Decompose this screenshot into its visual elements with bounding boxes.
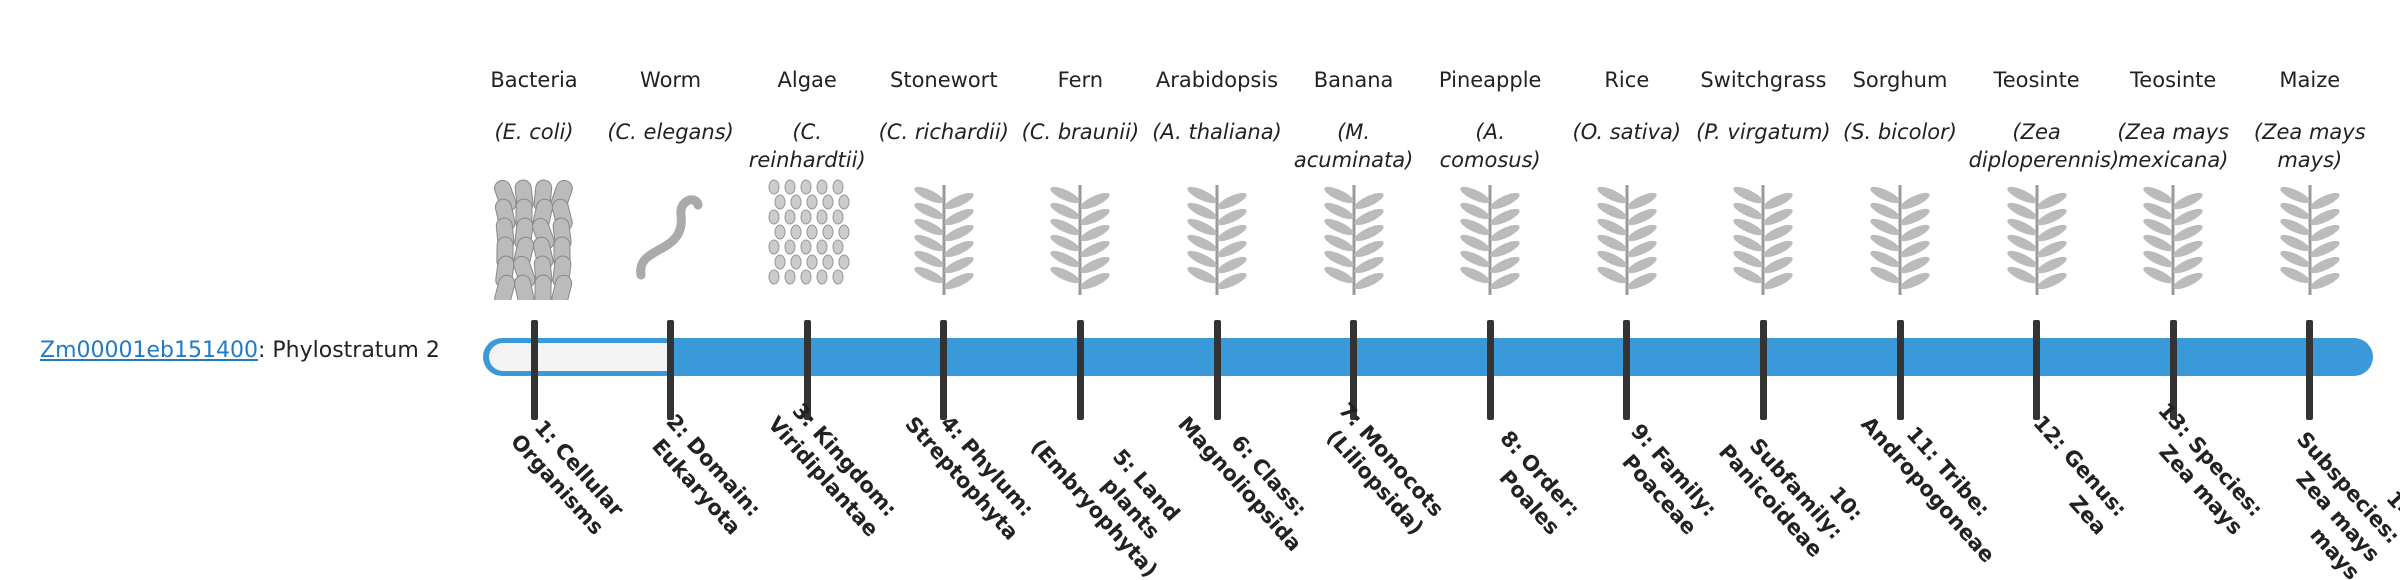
stratum-label: 3: Kingdom: Viridiplantae — [763, 398, 902, 542]
organism-image — [2265, 175, 2355, 304]
stratum-tick — [1486, 320, 1494, 420]
gene-line: Zm00001eb151400: Phylostratum 2 — [40, 338, 440, 363]
organism-name: Switchgrass — [1700, 68, 1827, 92]
organism-name: Arabidopsis — [1155, 68, 1279, 92]
organism-image — [2128, 175, 2218, 304]
species-name: (E. coli) — [494, 120, 574, 144]
organism-image — [489, 175, 579, 308]
organism-image — [1718, 175, 1808, 304]
separator: : — [257, 338, 273, 363]
organism-name: Rice — [1604, 68, 1650, 92]
stratum-label: 8: Order: Poales — [1494, 426, 1585, 540]
illustration — [1460, 185, 1520, 295]
species-name: (C. elegans) — [607, 120, 734, 144]
stratum-tick — [1623, 320, 1631, 420]
species-name: (Zea mays mays) — [2253, 120, 2366, 172]
organism-name: Sorghum — [1852, 68, 1948, 92]
organism-name: Stonewort — [890, 68, 998, 92]
organism-name: Fern — [1057, 68, 1104, 92]
organism-name: Banana — [1313, 68, 1394, 92]
species-name: (M. acuminata) — [1293, 120, 1414, 172]
stratum-label: 5: Land plants (Embryophyta) — [1026, 434, 1185, 580]
stratum-tick — [667, 320, 675, 420]
stratum-number: 2 — [425, 338, 440, 363]
organism-name: Maize — [2279, 68, 2341, 92]
organism-image — [1582, 175, 1672, 304]
stratum-tick — [1350, 320, 1358, 420]
species-name: (C. braunii) — [1021, 120, 1140, 144]
stratum-label: 13: Species: Zea mays — [2153, 398, 2268, 540]
species-name: (A. comosus) — [1439, 120, 1541, 172]
illustration — [1733, 185, 1794, 295]
stratum-label: 9: Family: Poaceae — [1617, 419, 1722, 540]
timeline-bar — [483, 338, 2373, 376]
organism-image — [1445, 175, 1535, 304]
stratum-label: 6: Class: Magnoliopsida — [1173, 411, 1312, 556]
stratum-label: Phylostratum — [272, 338, 419, 363]
stratum-label: 11: Tribe: Andropogoneae — [1856, 411, 2000, 568]
organism-name: Worm — [640, 68, 702, 92]
stratum-tick — [530, 320, 538, 420]
stratum-label: 12: Genus: Zea — [2028, 410, 2132, 540]
illustration — [2006, 185, 2067, 295]
illustration — [1187, 185, 1247, 295]
illustration — [494, 179, 573, 308]
stratum-label: 2: Domain: Eukaryota — [646, 409, 766, 540]
organism-name: Teosinte — [2130, 68, 2217, 92]
gene-link[interactable]: Zm00001eb151400 — [40, 338, 258, 363]
species-name: (A. thaliana) — [1152, 120, 1282, 144]
organism-name: Teosinte — [1993, 68, 2080, 92]
illustration — [2280, 185, 2340, 295]
stratum-fill — [489, 343, 671, 371]
species-name: (S. bicolor) — [1843, 120, 1957, 144]
stratum-label: 4: Phylum: Streptophyta — [900, 411, 1039, 545]
organism-image — [626, 175, 716, 304]
species-name: (Zea mays mexicana) — [2117, 120, 2230, 172]
stratum-tick — [1076, 320, 1084, 420]
organism-image — [1172, 175, 1262, 304]
stratum-tick — [2306, 320, 2314, 420]
species-name: (O. sativa) — [1572, 120, 1682, 144]
illustration — [2143, 185, 2203, 295]
illustration — [1050, 185, 1111, 295]
species-name: (P. virgatum) — [1696, 120, 1831, 144]
organism-name: Bacteria — [490, 68, 578, 92]
organism-image — [1309, 175, 1399, 304]
organism-name: Algae — [777, 68, 837, 92]
organism-name: Pineapple — [1438, 68, 1542, 92]
illustration — [635, 195, 703, 280]
stratum-tick — [803, 320, 811, 420]
stratum-label: 14: Subspecies: Zea mays mays — [2291, 427, 2400, 580]
stratum-tick — [2169, 320, 2177, 420]
stratum-tick — [1213, 320, 1221, 420]
species-name: (C. reinhardtii) — [748, 120, 866, 172]
illustration — [1597, 185, 1657, 295]
stratum-tick — [940, 320, 948, 420]
stratum-label: 10: Subfamily: Panicoideae — [1714, 433, 1868, 562]
stratum-label: 1: Cellular Organisms — [505, 415, 629, 540]
species-name: (C. richardii) — [878, 120, 1009, 144]
stratum-tick — [1759, 320, 1767, 420]
illustration — [1870, 185, 1930, 295]
organism-image — [899, 175, 989, 304]
stratum-label: 7: Monocots (Liliopsida) — [1321, 398, 1449, 540]
illustration — [768, 179, 850, 285]
organism-image — [762, 175, 852, 304]
organism-image — [1855, 175, 1945, 304]
stratum-tick — [1896, 320, 1904, 420]
illustration — [1323, 185, 1384, 295]
stratum-tick — [2033, 320, 2041, 420]
organism-image — [1035, 175, 1125, 304]
species-name: (Zea diploperennis) — [1968, 120, 2120, 172]
organism-image — [1992, 175, 2082, 304]
illustration — [914, 185, 974, 295]
